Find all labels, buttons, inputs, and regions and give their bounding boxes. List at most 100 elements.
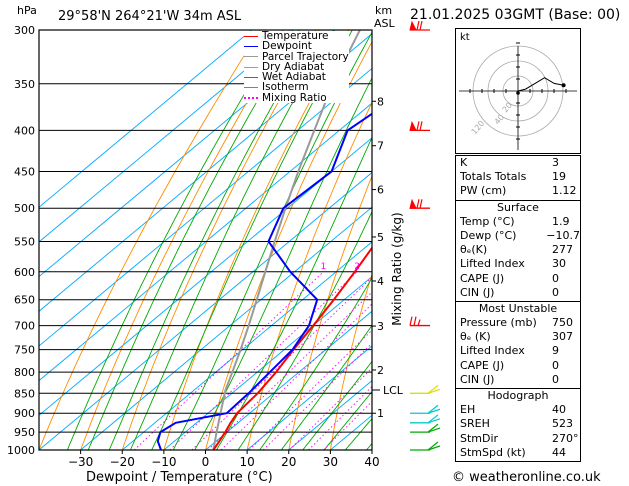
legend-item: Wet Adiabat bbox=[244, 72, 349, 83]
x-tick-label: −20 bbox=[110, 455, 135, 469]
pressure-tick-label: 350 bbox=[14, 78, 35, 91]
hodograph-unit: kt bbox=[460, 32, 470, 43]
legend: Temperature Dewpoint Parcel Trajectory Dry … bbox=[244, 31, 349, 103]
mixing-ratio-tick-label: 3 bbox=[375, 262, 381, 272]
indices-section-title: Surface bbox=[497, 200, 539, 214]
pressure-tick-label: 900 bbox=[14, 407, 35, 420]
height-km-label: 7 bbox=[377, 140, 384, 153]
index-row: CIN (J) 0 bbox=[456, 373, 580, 387]
isotherm-line bbox=[39, 137, 372, 416]
index-row: θₑ(K) 277 bbox=[456, 243, 580, 257]
wet-adiabat-line bbox=[280, 324, 372, 450]
wet-adiabat-line bbox=[323, 390, 372, 450]
wind-barb bbox=[410, 384, 441, 394]
indices-section-most-unstable: Most Unstable Pressure (mb) 750 θₑ (K) 307 Li… bbox=[455, 300, 581, 389]
x-tick-label: −30 bbox=[68, 455, 93, 469]
index-value: 523 bbox=[552, 417, 573, 431]
index-label: EH bbox=[460, 403, 476, 417]
index-label: Totals Totals bbox=[460, 170, 527, 184]
height-km-label: 8 bbox=[377, 95, 384, 108]
pressure-tick-label: 700 bbox=[14, 320, 35, 333]
index-value: 40 bbox=[552, 403, 566, 417]
indices-section-basic: K 3 Totals Totals 19 PW (cm) 1.12 bbox=[455, 155, 581, 201]
lcl-label: LCL bbox=[383, 384, 404, 397]
isotherm-line bbox=[121, 241, 372, 450]
index-label: Pressure (mb) bbox=[460, 316, 537, 330]
index-value: 44 bbox=[552, 445, 566, 459]
copyright-label: © weatheronline.co.uk bbox=[452, 470, 601, 485]
indices-section-hodograph: Hodograph EH 40 SREH 523 StmDir 270° StmSpd (kt… bbox=[455, 388, 581, 462]
datetime-label: 21.01.2025 03GMT (Base: 00) bbox=[410, 7, 621, 23]
index-value: 307 bbox=[552, 330, 573, 344]
legend-swatch bbox=[244, 45, 258, 47]
km-unit-label: km bbox=[375, 4, 393, 17]
index-row: Dewp (°C) −10.7 bbox=[456, 229, 580, 243]
index-label: PW (cm) bbox=[460, 184, 507, 198]
temperature-line bbox=[212, 246, 372, 450]
index-value: 277 bbox=[552, 243, 573, 257]
legend-item: Isotherm bbox=[244, 82, 349, 93]
legend-label: Dry Adiabat bbox=[262, 60, 325, 73]
mixing-ratio-tick-label: 10 bbox=[440, 262, 452, 272]
wind-barb bbox=[410, 423, 441, 433]
index-row: PW (cm) 1.12 bbox=[456, 184, 580, 198]
height-km-label: 2 bbox=[377, 364, 384, 377]
dry-adiabat-line bbox=[579, 0, 629, 467]
legend-swatch bbox=[244, 76, 258, 78]
index-row: Totals Totals 19 bbox=[456, 170, 580, 184]
index-label: K bbox=[460, 156, 468, 169]
legend-item: Dry Adiabat bbox=[244, 60, 349, 73]
x-tick-label: 40 bbox=[364, 455, 379, 469]
index-value: 0 bbox=[552, 358, 559, 372]
pressure-tick-label: 750 bbox=[14, 344, 35, 357]
index-label: Lifted Index bbox=[460, 257, 525, 271]
index-label: CIN (J) bbox=[460, 285, 495, 299]
index-row: CAPE (J) 0 bbox=[456, 272, 580, 286]
index-row: θₑ (K) 307 bbox=[456, 330, 580, 344]
index-value: 1.9 bbox=[552, 214, 570, 228]
mixing-ratio-line bbox=[220, 303, 372, 450]
index-value: 0 bbox=[552, 271, 559, 285]
pressure-tick-label: 450 bbox=[14, 165, 35, 178]
pressure-tick-label: 600 bbox=[14, 266, 35, 279]
pressure-tick-label: 300 bbox=[14, 24, 35, 37]
location-label: 29°58'N 264°21'W 34m ASL bbox=[58, 9, 242, 24]
index-label: StmDir bbox=[460, 431, 499, 445]
index-label: Temp (°C) bbox=[460, 214, 515, 228]
index-label: Lifted Index bbox=[460, 344, 525, 358]
pressure-tick-label: 550 bbox=[14, 235, 35, 248]
index-label: CAPE (J) bbox=[460, 271, 505, 285]
parcel-trajectory-line bbox=[212, 30, 361, 450]
wind-barb bbox=[409, 120, 430, 132]
pressure-tick-label: 1000 bbox=[7, 444, 35, 457]
isotherm-line bbox=[39, 30, 253, 208]
legend-swatch bbox=[244, 87, 258, 89]
indices-section-title: Most Unstable bbox=[478, 301, 558, 315]
pressure-tick-label: 500 bbox=[14, 202, 35, 215]
index-row: CIN (J) 0 bbox=[456, 286, 580, 300]
legend-swatch bbox=[244, 66, 258, 68]
index-label: Dewp (°C) bbox=[460, 228, 517, 242]
dry-adiabat-line bbox=[619, 0, 629, 467]
index-value: 270° bbox=[552, 431, 579, 445]
height-km-label: 3 bbox=[377, 320, 384, 333]
mixing-ratio-tick-label: 8 bbox=[429, 262, 435, 272]
mixing-ratio-axis-title: Mixing Ratio (g/kg) bbox=[390, 212, 404, 326]
indices-section-title: Hodograph bbox=[487, 389, 549, 402]
wet-adiabat-line bbox=[344, 417, 372, 450]
isotherm-line bbox=[39, 33, 372, 312]
mixing-ratio-tick-label: 1 bbox=[321, 262, 327, 272]
index-value: 0 bbox=[552, 372, 559, 386]
index-label: θₑ (K) bbox=[460, 330, 491, 344]
x-tick-label: 0 bbox=[202, 455, 210, 469]
legend-label: Temperature bbox=[262, 30, 329, 42]
mixing-ratio-tick-label: 2 bbox=[354, 262, 360, 272]
storm-motion-marker bbox=[516, 91, 520, 95]
pressure-tick-label: 950 bbox=[14, 426, 35, 439]
isotherm-line bbox=[204, 310, 372, 450]
index-label: SREH bbox=[460, 417, 490, 431]
index-value: 30 bbox=[552, 257, 566, 271]
index-value: −10.7 bbox=[546, 228, 580, 242]
